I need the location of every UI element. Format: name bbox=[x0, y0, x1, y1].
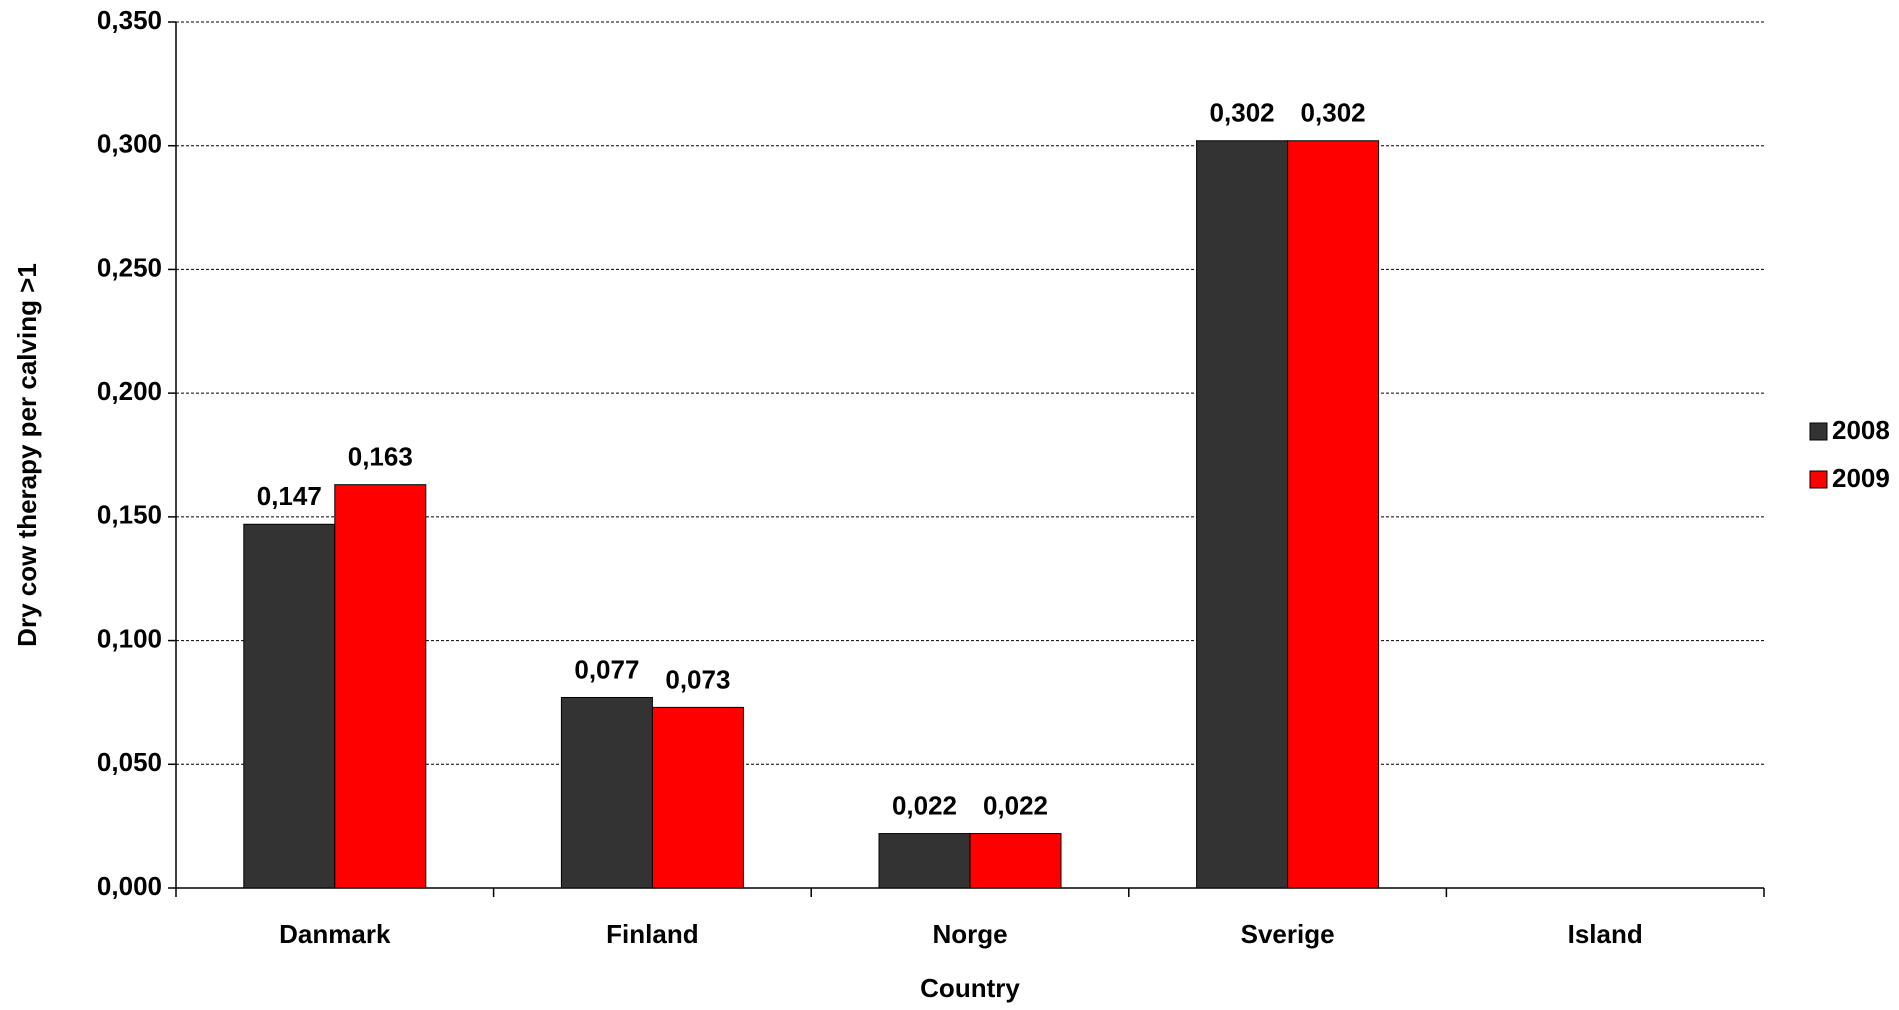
y-tick-label: 0,100 bbox=[97, 623, 162, 653]
y-tick-label: 0,000 bbox=[97, 871, 162, 901]
y-tick-label: 0,200 bbox=[97, 376, 162, 406]
bar bbox=[878, 833, 971, 889]
bar bbox=[1287, 140, 1380, 889]
data-label: 0,163 bbox=[348, 442, 413, 472]
x-tick-label: Norge bbox=[932, 919, 1007, 949]
bar bbox=[243, 523, 336, 889]
bar bbox=[560, 696, 653, 889]
data-label: 0,302 bbox=[1210, 98, 1275, 128]
bar bbox=[651, 706, 744, 889]
bar bbox=[969, 833, 1062, 889]
x-tick-label: Finland bbox=[606, 919, 698, 949]
y-tick-label: 0,250 bbox=[97, 252, 162, 282]
data-label: 0,073 bbox=[665, 664, 730, 694]
x-tick-label: Island bbox=[1568, 919, 1643, 949]
legend-label: 2009 bbox=[1832, 463, 1890, 493]
x-tick-label: Danmark bbox=[279, 919, 391, 949]
y-tick-label: 0,050 bbox=[97, 747, 162, 777]
legend-swatch bbox=[1809, 422, 1828, 441]
legend-swatch bbox=[1809, 470, 1828, 489]
data-label: 0,077 bbox=[574, 654, 639, 684]
bar bbox=[1196, 140, 1289, 889]
x-tick-label: Sverige bbox=[1241, 919, 1335, 949]
y-tick-label: 0,300 bbox=[97, 129, 162, 159]
y-tick-label: 0,350 bbox=[97, 5, 162, 35]
x-axis-title: Country bbox=[920, 973, 1020, 1003]
bar bbox=[334, 484, 427, 889]
legend-label: 2008 bbox=[1832, 415, 1890, 445]
y-tick-label: 0,150 bbox=[97, 500, 162, 530]
data-label: 0,302 bbox=[1301, 98, 1366, 128]
data-label: 0,022 bbox=[892, 790, 957, 820]
data-label: 0,147 bbox=[257, 481, 322, 511]
y-axis-title: Dry cow therapy per calving >1 bbox=[12, 263, 42, 647]
data-label: 0,022 bbox=[983, 790, 1048, 820]
